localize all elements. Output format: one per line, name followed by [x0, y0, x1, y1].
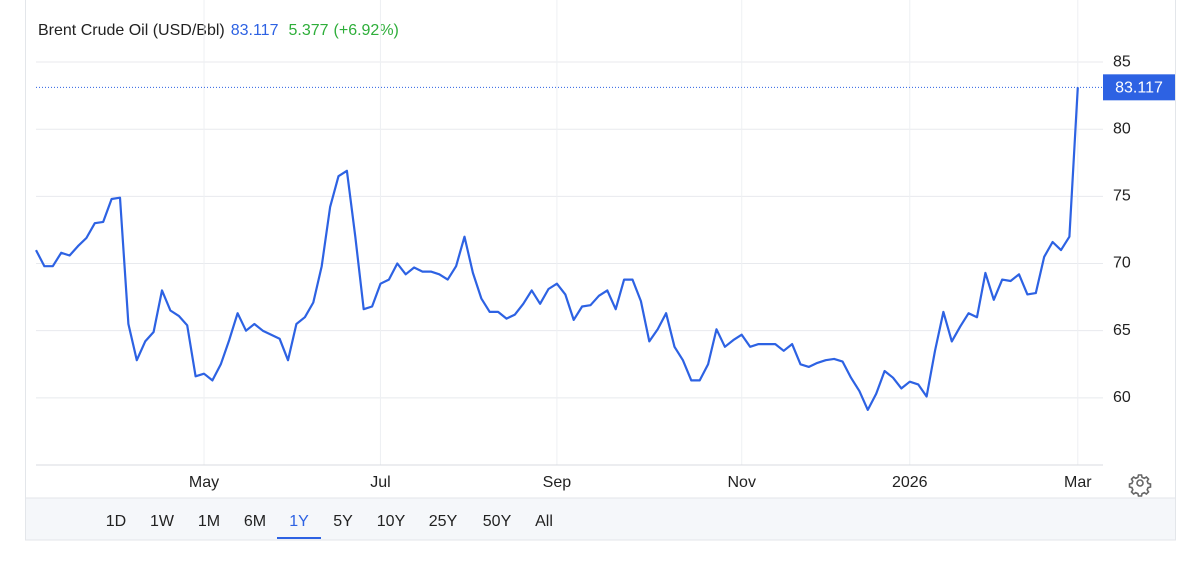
range-button[interactable]: 25Y — [429, 513, 458, 530]
change-percent: (+6.92%) — [334, 22, 399, 39]
x-tick-label: 2026 — [892, 474, 928, 491]
y-tick-label: 80 — [1113, 120, 1131, 137]
change: 5.377 — [288, 22, 328, 39]
chart-title: Brent Crude Oil (USD/Bbl) 83.117 5.377 (+6.… — [38, 22, 399, 39]
y-tick-label: 65 — [1113, 322, 1131, 339]
range-bar — [26, 498, 1175, 540]
y-tick-label: 75 — [1113, 188, 1131, 205]
range-button[interactable]: 1D — [106, 513, 126, 530]
y-tick-label: 70 — [1113, 255, 1131, 272]
settings-hub — [1136, 479, 1144, 487]
range-button[interactable]: 50Y — [483, 513, 512, 530]
price-line — [35, 87, 1079, 411]
range-button[interactable]: 1M — [198, 513, 220, 530]
range-button[interactable]: 10Y — [377, 513, 406, 530]
title: Brent Crude Oil (USD/Bbl) — [38, 22, 225, 39]
settings-gear — [1128, 474, 1152, 497]
x-tick-label: Mar — [1064, 474, 1092, 491]
range-button[interactable]: 5Y — [333, 513, 353, 530]
range-button[interactable]: 1W — [150, 513, 175, 530]
settings-icon[interactable] — [1128, 474, 1152, 497]
y-tick-label: 85 — [1113, 53, 1131, 70]
x-tick-label: Sep — [543, 474, 572, 491]
last-price-label: 83.117 — [1115, 80, 1163, 97]
last-price-box — [1103, 74, 1175, 101]
range-button[interactable]: 1Y — [289, 513, 309, 530]
frame — [25, 0, 1176, 541]
last-price: 83.117 — [231, 22, 279, 39]
range-button[interactable]: 6M — [244, 513, 266, 530]
y-tick-label: 60 — [1113, 389, 1131, 406]
x-tick-label: May — [189, 474, 219, 491]
range-button[interactable]: All — [535, 513, 553, 530]
x-tick-label: Jul — [370, 474, 390, 491]
x-tick-label: Nov — [728, 474, 756, 491]
